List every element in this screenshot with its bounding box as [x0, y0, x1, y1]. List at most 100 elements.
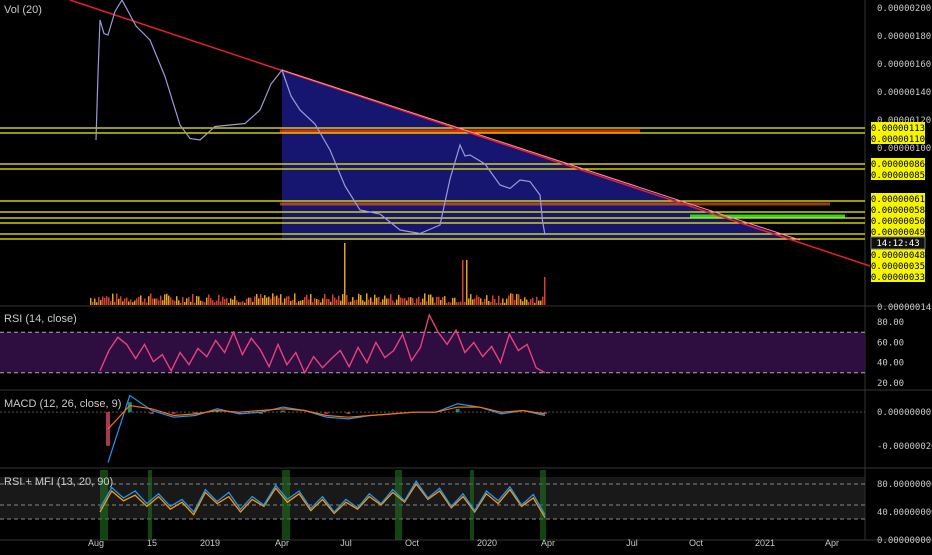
rsi-mfi-band [0, 477, 865, 519]
volume-bar [90, 298, 92, 305]
volume-bar [188, 297, 190, 305]
volume-bar [250, 297, 252, 305]
volume-bar [268, 296, 270, 305]
volume-bar [194, 302, 196, 305]
volume-bar [422, 298, 424, 305]
volume-bar [500, 302, 502, 305]
volume-bar [376, 297, 378, 305]
volume-bar [524, 297, 526, 305]
rsi-band [0, 332, 865, 373]
volume-bar [420, 302, 422, 305]
price-axis-tick-label: 0.00000100 [877, 144, 931, 154]
volume-bar [424, 293, 426, 305]
volume-bar [336, 299, 338, 305]
volume-bar [508, 295, 510, 305]
volume-bar [264, 295, 266, 305]
volume-bar [126, 297, 128, 305]
volume-bar [378, 296, 380, 305]
volume-bar [506, 298, 508, 305]
volume-bar [314, 298, 316, 305]
price-level-tag [871, 133, 925, 144]
price-level-tag-label: 0.00000049 [871, 228, 925, 238]
macd-histogram-bar [324, 412, 329, 414]
volume-bar [144, 298, 146, 305]
x-axis-tick-label: Jul [626, 538, 638, 548]
volume-bar [102, 296, 104, 305]
volume-bar [262, 298, 264, 305]
volume-bar [316, 298, 318, 305]
volume-bar [198, 296, 200, 305]
macd-histogram-bar [543, 412, 547, 414]
volume-bar [530, 299, 532, 305]
volume-bar [526, 299, 528, 305]
macd-axis-tick-label: -0.00000020 [877, 442, 932, 452]
volume-bar [490, 301, 492, 305]
x-axis-tick-label: 15 [147, 538, 157, 548]
price-level-tag [871, 122, 925, 133]
volume-bar [408, 297, 410, 305]
volume-bar [398, 294, 400, 305]
price-axis-tick-label: 0.00000200 [877, 4, 931, 14]
volume-bar [200, 300, 202, 305]
volume-bar [320, 302, 322, 305]
volume-bar [442, 297, 444, 305]
overbought-highlight [282, 470, 290, 540]
volume-bar [540, 300, 542, 305]
volume-bar [146, 302, 148, 305]
countdown-tag [870, 236, 926, 250]
volume-bar [504, 302, 506, 305]
volume-bar [518, 294, 520, 305]
volume-bar [176, 296, 178, 305]
price-level-tag [871, 204, 925, 215]
volume-bar [486, 295, 488, 305]
volume-bar [296, 302, 298, 305]
volume-bar [482, 301, 484, 305]
volume-bar [318, 299, 320, 305]
volume-bar [440, 300, 442, 305]
overbought-highlight [470, 470, 474, 540]
volume-bar [196, 295, 198, 305]
volume-bar [106, 296, 108, 305]
volume-bar [132, 302, 134, 305]
volume-bar [450, 302, 452, 305]
volume-bar [418, 296, 420, 305]
volume-bar [108, 297, 110, 305]
volume-bar [516, 293, 518, 305]
macd-histogram-bar [127, 402, 132, 413]
macd-signal-line [107, 404, 546, 430]
volume-bar [128, 301, 130, 305]
volume-bar [496, 302, 498, 305]
volume-bar [248, 297, 250, 305]
volume-bar [116, 293, 118, 305]
volume-bar [178, 300, 180, 305]
volume-bar [342, 294, 344, 305]
volume-bar [240, 302, 242, 305]
rsi-mfi-axis-tick-label: 80.00000000 [877, 480, 932, 490]
price-series-line [95, 0, 546, 236]
volume-bar [498, 295, 500, 305]
volume-bar [458, 302, 460, 305]
price-level-tag-label: 0.00000085 [871, 171, 925, 181]
volume-bar [218, 295, 220, 305]
price-level-tag [871, 249, 925, 260]
rsi-axis-tick-label: 40.00 [877, 359, 904, 369]
volume-bar [544, 277, 546, 305]
volume-bar [488, 300, 490, 305]
price-level-tag [871, 226, 925, 237]
macd-histogram-bar [237, 412, 242, 414]
volume-bar [246, 298, 248, 305]
volume-bar [288, 296, 290, 305]
volume-bar [148, 296, 150, 305]
volume-bar [244, 302, 246, 305]
volume-bar [282, 302, 284, 305]
volume-bar [538, 300, 540, 305]
volume-bar [270, 298, 272, 305]
price-level-tag-label: 0.00000113 [871, 124, 925, 134]
rsi-mfi-pane-label: RSI + MFI (13, 20, 90) [4, 476, 114, 488]
volume-bar [362, 300, 364, 305]
volume-bar [396, 299, 398, 305]
rsi-series-line [99, 313, 546, 375]
volume-bar [152, 298, 154, 305]
